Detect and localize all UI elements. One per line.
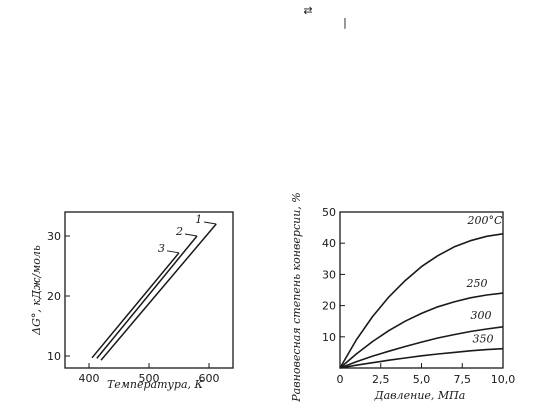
chart1-series-label: 3 xyxy=(158,242,165,255)
chart-gibbs-energy: ΔG°, кДж/моль Температура, К 400 500 600 10… xyxy=(30,211,234,391)
chart2-series-label: 300 xyxy=(471,309,492,322)
chart2-series-label: 350 xyxy=(473,333,494,346)
chart2-ytick-label: 50 xyxy=(322,206,336,219)
chart1-ytick-label: 30 xyxy=(47,230,61,243)
chart2-xtick-label: 10,0 xyxy=(491,373,516,386)
chart1-series-line-2 xyxy=(96,235,198,359)
chart1-series-line-1 xyxy=(100,223,217,361)
equilibrium-arrow-symbol: ⇄ xyxy=(303,4,312,17)
chart2-series-line-1 xyxy=(339,292,504,369)
chart1-xlabel: Температура, К xyxy=(107,378,204,391)
chart2-ytick-label: 10 xyxy=(322,331,336,344)
chart1-series-label: 2 xyxy=(175,225,183,238)
chart-conversion-vs-pressure: Равновесная степень конверсии, % Давлени… xyxy=(290,192,515,402)
chart1-ylabel: ΔG°, кДж/моль xyxy=(30,245,43,336)
chart2-xtick-label: 2,5 xyxy=(372,373,390,386)
chart2-xtick-label: 7,5 xyxy=(454,373,472,386)
chart1-xtick-label: 400 xyxy=(79,372,100,385)
chart1-xtick-label: 600 xyxy=(199,372,220,385)
chart2-series-line-3 xyxy=(339,347,504,369)
chart2-ylabel: Равновесная степень конверсии, % xyxy=(290,192,303,402)
chart2-series-line-2 xyxy=(339,326,504,369)
chart2-ytick-label: 30 xyxy=(322,268,336,281)
chart1-series-leader xyxy=(204,221,217,225)
chart2-series-line-0 xyxy=(339,233,504,369)
chart2-xlabel: Давление, МПа xyxy=(374,389,466,402)
chart1-series-leader xyxy=(184,233,198,237)
chart1-ytick-label: 10 xyxy=(47,350,61,363)
chart2-ytick-label: 20 xyxy=(322,300,336,313)
bar-symbol: | xyxy=(343,16,347,29)
chart2-xtick-label: 5,0 xyxy=(413,373,431,386)
chart1-series-line-3 xyxy=(91,252,180,359)
chart2-ytick-label: 40 xyxy=(322,237,336,250)
chart1-ytick-label: 20 xyxy=(47,290,61,303)
chart1-xtick-label: 500 xyxy=(139,372,160,385)
chart2-series-label: 250 xyxy=(466,277,488,290)
chart1-series-leader xyxy=(166,250,180,254)
chart2-series-label: 200°С xyxy=(467,214,503,227)
chart2-xtick-label: 0 xyxy=(337,373,344,386)
chart1-series-label: 1 xyxy=(195,213,202,226)
